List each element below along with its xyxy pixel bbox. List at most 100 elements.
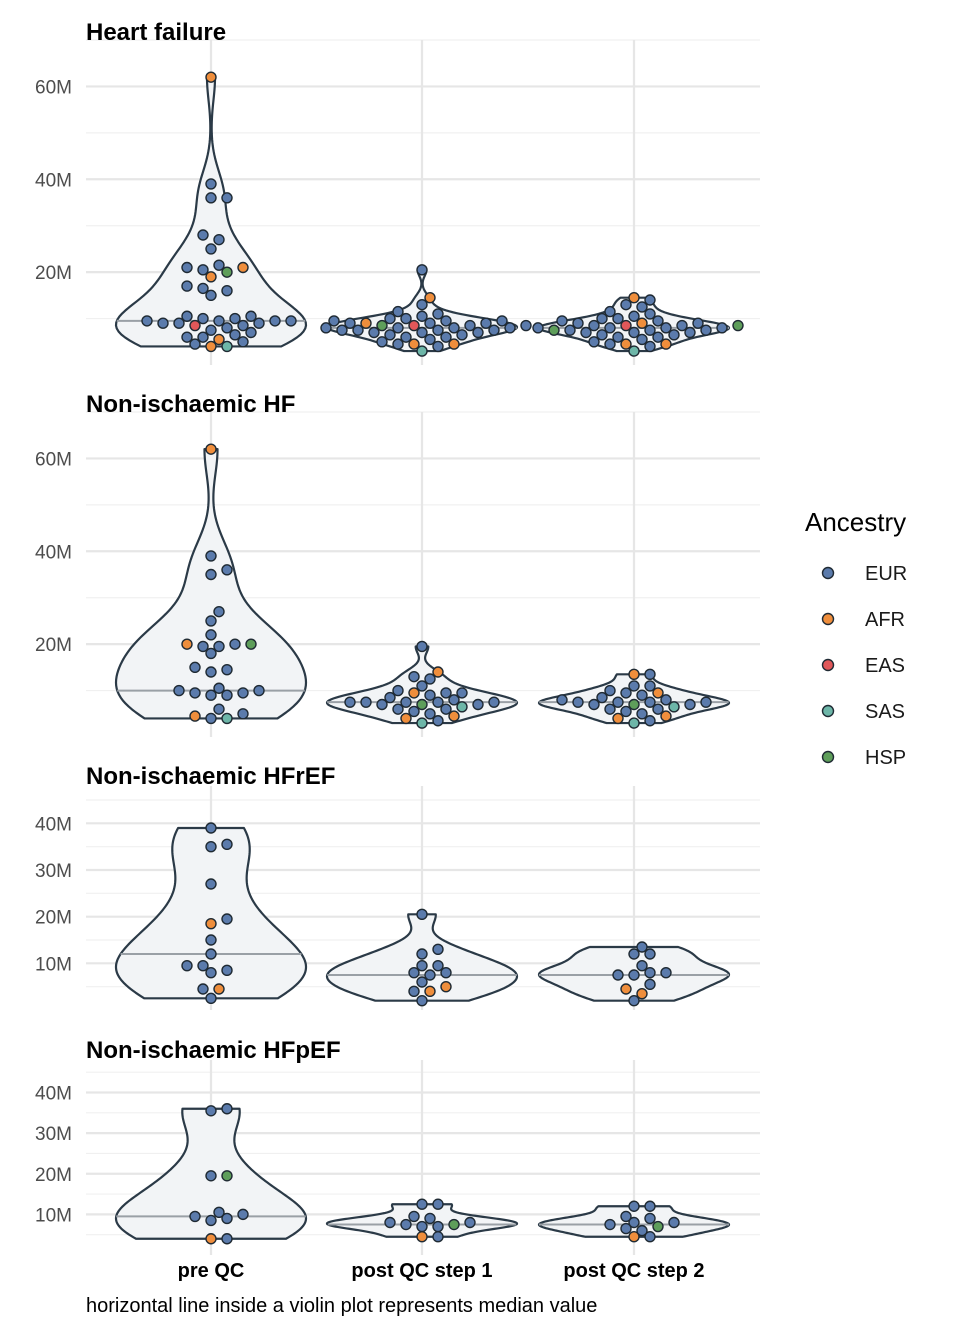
data-point-eur bbox=[440, 315, 452, 327]
data-point-afr bbox=[424, 291, 436, 304]
x-tick-label: pre QC bbox=[178, 1260, 245, 1282]
data-point-eur bbox=[213, 315, 225, 327]
data-point-eur bbox=[588, 698, 600, 711]
data-point-eur bbox=[700, 324, 712, 336]
data-point-eur bbox=[424, 689, 436, 701]
data-point-eur bbox=[213, 640, 225, 653]
data-point-eur bbox=[424, 317, 436, 329]
data-point-eur bbox=[229, 312, 241, 325]
data-point-eur bbox=[173, 317, 185, 329]
data-point-eur bbox=[668, 329, 680, 341]
data-point-eur bbox=[636, 333, 648, 346]
legend: Ancestry EUR AFR EAS SAS HSP bbox=[805, 507, 907, 769]
data-point-eur bbox=[384, 691, 396, 704]
data-point-afr bbox=[620, 983, 632, 995]
data-point-eur bbox=[205, 629, 217, 641]
data-point-afr bbox=[205, 340, 217, 353]
data-point-eur bbox=[668, 1216, 680, 1229]
data-point-afr bbox=[652, 687, 664, 699]
data-point-eur bbox=[660, 322, 672, 334]
data-point-eur bbox=[604, 338, 616, 350]
data-point-eur bbox=[181, 959, 193, 972]
data-point-eur bbox=[205, 550, 217, 562]
data-point-eur bbox=[612, 331, 624, 343]
data-point-eur bbox=[716, 322, 728, 334]
data-point-eur bbox=[221, 1212, 233, 1225]
data-point-eur bbox=[285, 315, 297, 327]
data-point-eas bbox=[408, 319, 420, 332]
data-point-eur bbox=[572, 696, 584, 708]
data-point-eur bbox=[229, 638, 241, 650]
data-point-eur bbox=[408, 1210, 420, 1223]
legend-label: EAS bbox=[865, 655, 905, 677]
y-tick-label: 20M bbox=[35, 263, 72, 284]
data-point-eur bbox=[448, 694, 460, 706]
data-point-eur bbox=[556, 694, 568, 706]
data-point-afr bbox=[628, 668, 640, 681]
data-point-eur bbox=[612, 312, 624, 325]
data-point-afr bbox=[360, 317, 372, 329]
data-point-eur bbox=[205, 712, 217, 725]
panel-1: 20M 40M 60M Heart failure bbox=[35, 19, 760, 365]
data-point-eur bbox=[684, 698, 696, 711]
data-point-eur bbox=[596, 312, 608, 325]
y-tick-label: 20M bbox=[35, 1165, 72, 1186]
data-point-sas bbox=[416, 717, 428, 729]
data-point-eur bbox=[213, 259, 225, 271]
data-point-afr bbox=[448, 338, 460, 350]
data-point-eur bbox=[197, 983, 209, 995]
data-point-eur bbox=[269, 315, 281, 327]
data-point-eur bbox=[644, 966, 656, 979]
data-point-hsp bbox=[732, 319, 744, 332]
data-point-eur bbox=[213, 233, 225, 246]
data-point-afr bbox=[189, 710, 201, 722]
data-point-eur bbox=[684, 326, 696, 339]
data-point-eur bbox=[384, 1216, 396, 1229]
data-point-eur bbox=[205, 647, 217, 660]
data-point-eur bbox=[416, 976, 428, 988]
data-point-eur bbox=[181, 280, 193, 292]
data-point-eur bbox=[644, 294, 656, 306]
data-point-eur bbox=[376, 698, 388, 711]
data-point-afr bbox=[205, 1233, 217, 1245]
y-tick-label: 30M bbox=[35, 861, 72, 882]
data-point-eur bbox=[197, 282, 209, 295]
data-point-afr bbox=[660, 338, 672, 350]
data-point-eas bbox=[189, 319, 201, 332]
data-point-eur bbox=[221, 322, 233, 334]
data-point-eur bbox=[181, 261, 193, 274]
data-point-eur bbox=[237, 319, 249, 332]
violin-shape bbox=[325, 268, 519, 353]
data-point-eur bbox=[416, 1220, 428, 1233]
data-point-eur bbox=[464, 319, 476, 332]
legend-swatch-afr bbox=[821, 612, 835, 626]
data-point-eur bbox=[344, 317, 356, 329]
data-point-afr bbox=[424, 985, 436, 998]
data-point-eur bbox=[424, 1212, 436, 1225]
violin-shape bbox=[325, 1203, 519, 1238]
y-tick-label: 40M bbox=[35, 542, 72, 563]
data-point-hsp bbox=[652, 1220, 664, 1233]
data-point-eur bbox=[432, 1220, 444, 1233]
data-point-eur bbox=[416, 680, 428, 692]
data-point-eur bbox=[205, 1105, 217, 1117]
data-point-eur bbox=[205, 178, 217, 190]
data-point-eur bbox=[644, 978, 656, 991]
data-point-hsp bbox=[376, 319, 388, 332]
data-point-eur bbox=[628, 948, 640, 960]
data-point-afr bbox=[408, 338, 420, 350]
data-point-eur bbox=[392, 305, 404, 318]
data-point-eur bbox=[588, 319, 600, 332]
data-point-sas bbox=[416, 345, 428, 357]
data-point-eur bbox=[596, 329, 608, 341]
data-point-eur bbox=[456, 687, 468, 699]
data-point-eur bbox=[221, 838, 233, 851]
data-point-eur bbox=[416, 959, 428, 972]
data-point-eur bbox=[221, 913, 233, 925]
y-tick-label: 20M bbox=[35, 635, 72, 656]
data-point-eur bbox=[205, 822, 217, 834]
data-point-eur bbox=[205, 615, 217, 627]
data-point-eur bbox=[197, 331, 209, 343]
data-point-eur bbox=[197, 640, 209, 653]
data-point-sas bbox=[628, 717, 640, 729]
